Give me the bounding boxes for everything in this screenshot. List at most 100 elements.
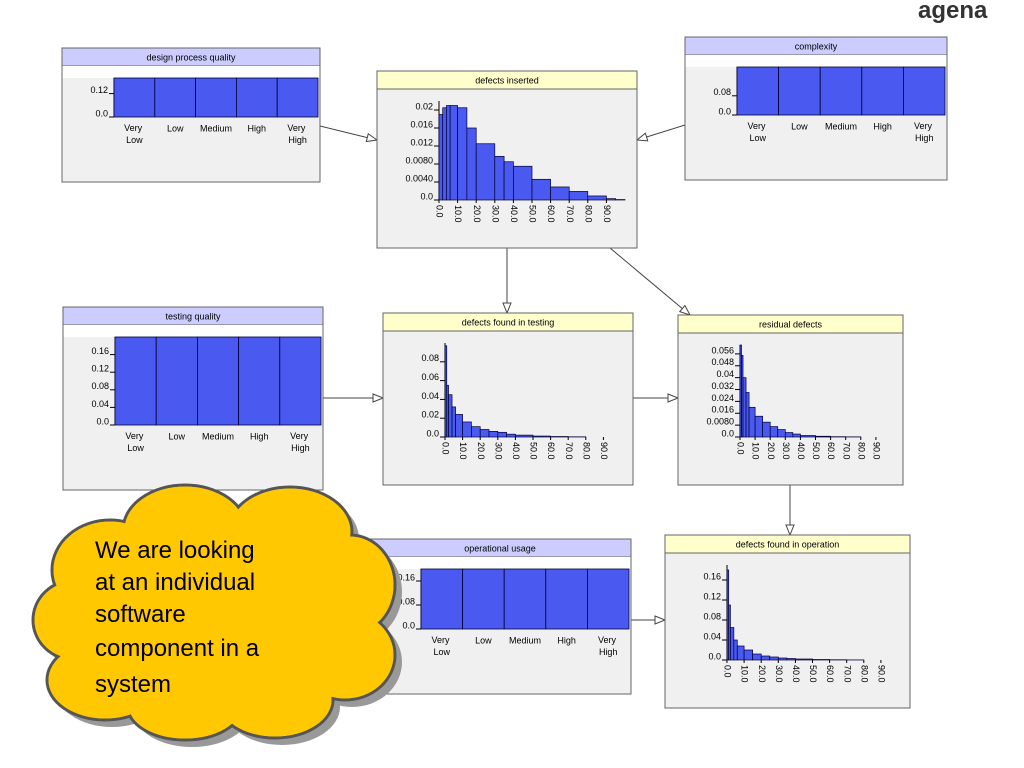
category-label: High <box>873 121 892 131</box>
bar <box>238 336 281 426</box>
category-label: Very High <box>287 123 308 145</box>
y-tick-label: 0.0 <box>708 651 721 661</box>
bar <box>114 336 157 426</box>
x-tick-label: 40.0 <box>796 442 806 460</box>
bar <box>235 77 278 118</box>
category-label: Low <box>791 121 808 131</box>
histogram-bar <box>812 659 830 661</box>
bar <box>196 336 239 426</box>
histogram-bar <box>479 429 490 438</box>
histogram-bar <box>438 114 444 201</box>
histogram-bar <box>606 198 617 201</box>
x-tick-label: 20.0 <box>472 205 482 223</box>
x-tick-label: 0.0 <box>435 205 445 218</box>
x-tick-label: 40.0 <box>509 205 519 223</box>
x-tick-label: 20.0 <box>476 442 486 460</box>
y-tick-label: 0.056 <box>711 345 734 355</box>
x-tick-label: 10.0 <box>458 442 468 460</box>
histogram-bar <box>754 415 763 438</box>
histogram-bar <box>513 165 533 201</box>
x-tick-label: 60.0 <box>546 442 556 460</box>
histogram-bar <box>769 426 779 438</box>
category-label: Very High <box>290 431 311 453</box>
histogram-bar <box>531 178 551 201</box>
y-tick-label: 0.04 <box>716 369 734 379</box>
x-tick-label: 80.0 <box>856 442 866 460</box>
histogram-bar <box>451 406 456 438</box>
histogram-bar <box>494 156 505 201</box>
y-tick-label: 0.0 <box>718 106 731 116</box>
plot-header-band <box>62 66 320 78</box>
bar <box>819 66 863 116</box>
x-tick-label: 20.0 <box>757 665 767 683</box>
node-header <box>677 314 904 334</box>
x-tick-label: 60.0 <box>826 442 836 460</box>
node-box <box>382 312 634 486</box>
bar <box>420 568 463 630</box>
y-tick-label: 0.0 <box>402 620 415 630</box>
y-tick-label: 0.0 <box>420 191 433 201</box>
y-tick-label: 0.06 <box>421 372 439 382</box>
histogram-bar <box>466 127 477 201</box>
x-tick-label: 70.0 <box>841 442 851 460</box>
category-label: Low <box>475 635 492 645</box>
histogram-bar <box>532 435 551 438</box>
histogram-bar <box>515 434 534 438</box>
edge <box>609 247 690 315</box>
x-tick-label: 80.0 <box>581 442 591 460</box>
x-tick-label: 90.0 <box>602 205 612 223</box>
x-tick-label: 50.0 <box>811 442 821 460</box>
bar <box>462 568 505 630</box>
histogram-bar <box>743 649 753 661</box>
category-label: Very Low <box>124 123 145 145</box>
histogram-bar <box>795 658 813 661</box>
bar <box>736 66 779 116</box>
node-box <box>376 70 638 249</box>
y-tick-label: 0.0080 <box>706 417 734 427</box>
x-tick-label: 30.0 <box>490 205 500 223</box>
node-title: defects found in testing <box>462 317 555 327</box>
y-tick-label: 0.08 <box>713 87 731 97</box>
histogram-bar <box>488 431 499 438</box>
histogram-bar <box>587 195 607 201</box>
node-title: operational usage <box>464 543 536 553</box>
node-title: defects found in operation <box>736 539 840 549</box>
bar <box>113 77 156 118</box>
y-tick-label: 0.024 <box>711 393 734 403</box>
y-tick-label: 0.12 <box>90 85 108 95</box>
nodes: design process quality 0.0 0.12 Very Low Low… <box>61 36 948 709</box>
y-tick-label: 0.02 <box>421 410 439 420</box>
x-tick-label: 50.0 <box>529 442 539 460</box>
callout: We are looking at an individual software… <box>31 483 402 747</box>
histogram-bar <box>442 107 447 201</box>
bar <box>279 336 322 426</box>
bar <box>503 568 547 630</box>
bar <box>587 568 630 630</box>
x-tick-label: 60.0 <box>546 205 556 223</box>
callout-fill <box>34 486 394 739</box>
x-tick-label: 90.0 <box>872 442 882 460</box>
histogram-bar <box>815 435 831 438</box>
histogram-bar <box>506 433 516 438</box>
category-label: High <box>248 123 267 133</box>
node-title: residual defects <box>759 319 823 329</box>
y-tick-label: 0.048 <box>711 357 734 367</box>
x-tick-label: 20.0 <box>766 442 776 460</box>
plot-header-band <box>63 325 323 337</box>
callout-line: software <box>95 601 186 628</box>
histogram-bar <box>748 406 756 438</box>
logo: agena <box>918 0 988 24</box>
histogram-bar <box>762 421 771 438</box>
histogram-bar <box>455 414 463 438</box>
x-tick-label: 40.0 <box>791 665 801 683</box>
edges <box>319 124 790 620</box>
category-label: Medium <box>202 431 234 441</box>
callout-line: system <box>95 671 171 698</box>
bar <box>155 336 198 426</box>
node-box <box>664 534 911 709</box>
category-label: Very Low <box>432 635 453 657</box>
category-label: Low <box>169 431 186 441</box>
callout-line: at an individual <box>95 569 255 596</box>
category-label: Very Low <box>748 121 769 143</box>
